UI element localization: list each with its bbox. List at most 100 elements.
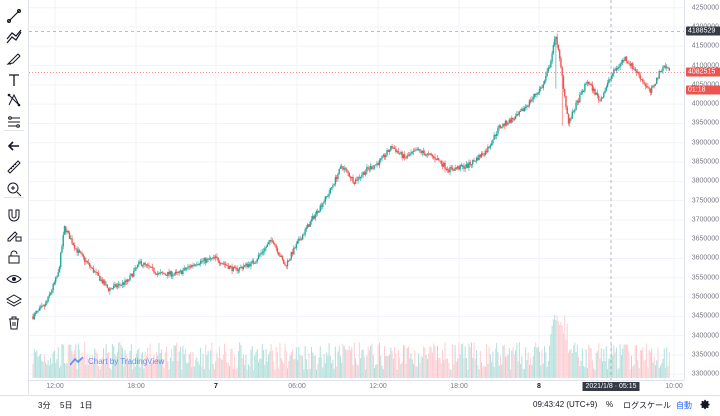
volume-bar: [654, 365, 656, 378]
last-price-label: 4082515: [686, 67, 720, 77]
candle-body: [621, 59, 624, 63]
volume-bar: [50, 358, 52, 378]
tradingview-watermark[interactable]: Chart by TradingView: [70, 357, 164, 366]
price-tick-label: 4000000: [691, 100, 719, 108]
range-1d-button[interactable]: 1日: [80, 401, 93, 410]
volume-bar: [177, 360, 179, 378]
volume-bar: [605, 346, 607, 378]
volume-bar: [79, 349, 81, 378]
candle-body: [610, 75, 613, 80]
brush-icon[interactable]: [4, 48, 24, 68]
candle-body: [204, 258, 207, 263]
clock-display[interactable]: 09:43:42 (UTC+9): [533, 400, 598, 409]
candle-body: [211, 258, 213, 260]
volume-bar: [421, 357, 423, 378]
range-3min-button[interactable]: 3分: [38, 401, 51, 410]
candle-body: [650, 87, 653, 93]
candle-body: [593, 88, 595, 91]
magnet-icon[interactable]: [4, 205, 24, 225]
candle-body: [572, 111, 575, 113]
volume-bar: [287, 368, 289, 378]
trash-icon[interactable]: [4, 313, 24, 333]
chart-pane[interactable]: Chart by TradingView: [29, 0, 684, 380]
log-scale-toggle[interactable]: ログスケール: [623, 401, 671, 410]
volume-bar: [420, 355, 422, 378]
candle-body: [179, 270, 182, 272]
pencil-lock-icon[interactable]: [4, 225, 24, 245]
time-axis[interactable]: 12:00 18:00 7 06:00 12:00 18:00 8 10:00 2021/1/8…: [29, 380, 684, 395]
candle-body: [322, 203, 324, 207]
candle-body: [32, 316, 34, 320]
candle-body: [645, 85, 648, 87]
volume-bar: [118, 342, 120, 378]
candle-body: [397, 151, 400, 153]
candle-body: [279, 254, 281, 257]
ruler-icon[interactable]: [4, 157, 24, 177]
measure-levels-icon[interactable]: [4, 112, 24, 132]
price-axis[interactable]: 4200000415000041000004050000400000039500…: [684, 0, 720, 380]
volume-bar: [333, 368, 335, 378]
volume-bar: [370, 345, 372, 378]
volume-bar: [94, 348, 96, 378]
volume-bar: [550, 334, 552, 378]
candle-body: [387, 150, 390, 153]
candle-body: [613, 69, 615, 74]
candle-body: [570, 118, 572, 120]
gear-icon[interactable]: [700, 399, 711, 412]
candle-body: [468, 162, 470, 168]
volume-bar: [353, 342, 355, 378]
volume-bar: [283, 363, 285, 378]
candle-body: [647, 86, 649, 88]
auto-scale-toggle[interactable]: 自動: [676, 401, 692, 410]
candle-body: [252, 260, 255, 264]
candle-body: [327, 196, 329, 198]
candle-body: [372, 167, 374, 169]
zoom-in-icon[interactable]: [4, 179, 24, 199]
crosshair-line-icon[interactable]: [4, 6, 24, 26]
candle-body: [395, 148, 397, 152]
volume-bar: [513, 354, 515, 378]
volume-bar: [226, 361, 228, 378]
volume-bar: [573, 345, 575, 378]
time-tick-label: 12:00: [369, 383, 387, 390]
volume-bar: [646, 343, 648, 378]
candle-body: [66, 230, 68, 233]
candle-body: [537, 92, 539, 94]
candle-body: [105, 284, 107, 286]
candle-body: [250, 261, 252, 267]
candle-body: [220, 263, 222, 265]
trend-line-icon[interactable]: [4, 27, 24, 47]
candle-body: [666, 67, 668, 69]
candle-body: [82, 254, 85, 258]
volume-bar: [416, 366, 418, 378]
eye-icon[interactable]: [4, 269, 24, 289]
back-arrow-icon[interactable]: [4, 136, 24, 156]
candle-body: [557, 44, 560, 50]
lock-icon[interactable]: [4, 247, 24, 267]
volume-bar: [312, 352, 314, 378]
candle-body: [188, 266, 190, 268]
layers-icon[interactable]: [4, 291, 24, 311]
volume-bar: [239, 342, 241, 378]
range-5d-button[interactable]: 5日: [60, 401, 73, 410]
percent-scale-toggle[interactable]: %: [606, 400, 614, 409]
volume-bar: [386, 356, 388, 378]
candle-body: [159, 272, 161, 274]
price-chart[interactable]: [29, 0, 684, 380]
price-tick-label: 3550000: [691, 274, 719, 282]
volume-bar: [400, 364, 402, 378]
volume-bar: [173, 345, 175, 378]
candle-body: [191, 265, 193, 268]
volume-bar: [442, 350, 443, 378]
volume-bar: [526, 360, 528, 378]
candle-body: [547, 67, 550, 72]
pattern-icon[interactable]: [4, 90, 24, 110]
text-icon[interactable]: [4, 70, 24, 90]
volume-bar: [337, 351, 339, 378]
volume-bar: [195, 359, 197, 378]
candle-body: [225, 264, 227, 266]
volume-bar: [375, 364, 377, 378]
volume-bar: [304, 345, 306, 378]
volume-bar: [221, 359, 223, 378]
volume-bar: [525, 347, 527, 378]
